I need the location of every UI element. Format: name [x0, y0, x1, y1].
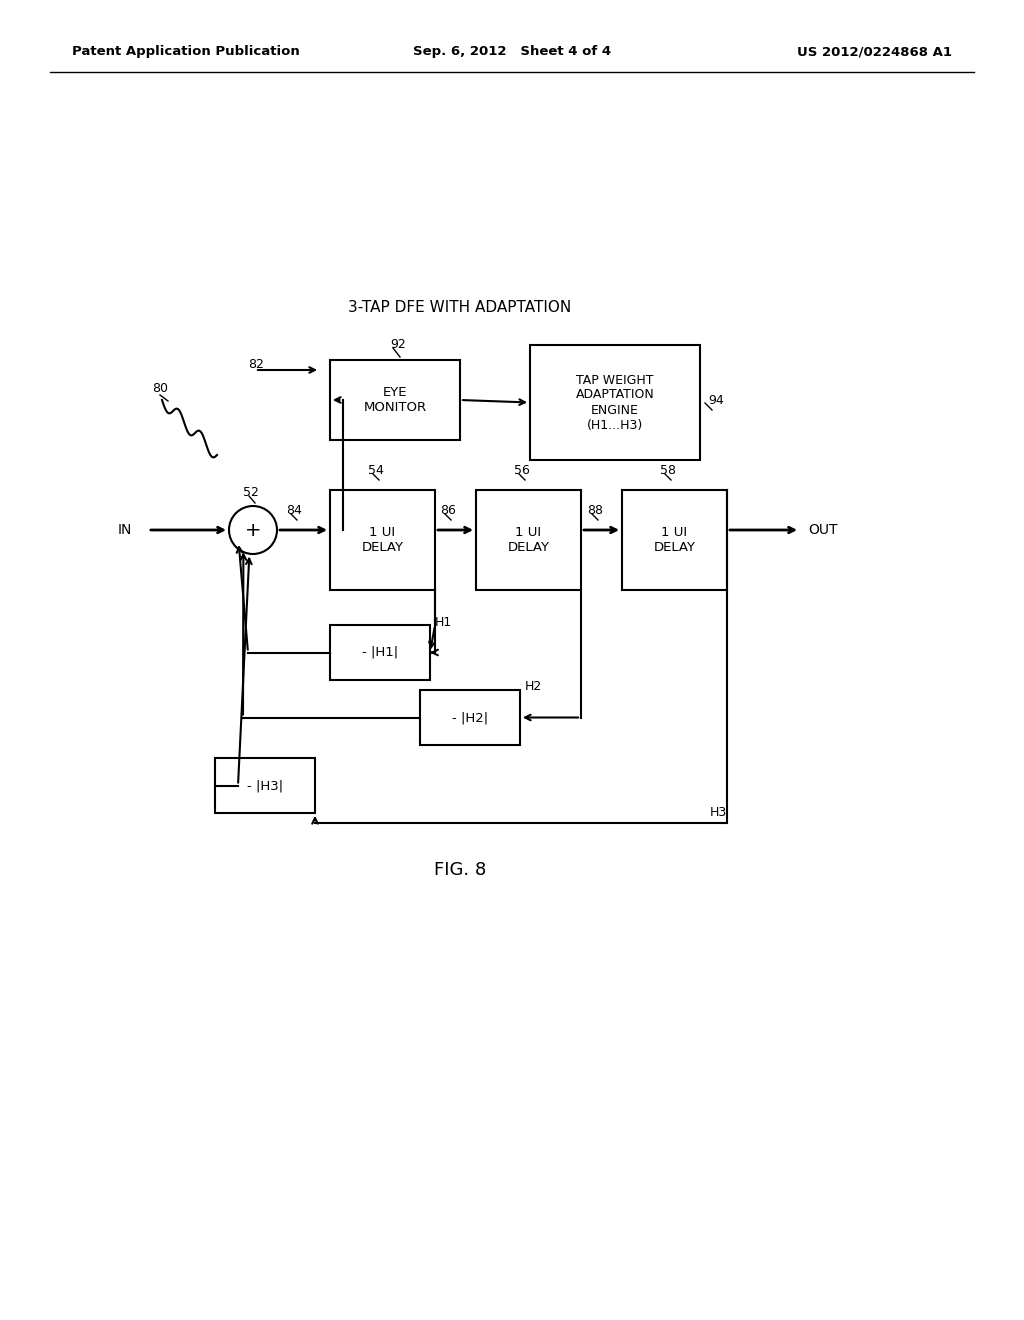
Bar: [420, 690, 520, 744]
Text: FIG. 8: FIG. 8: [434, 861, 486, 879]
Bar: [622, 490, 727, 590]
Bar: [330, 490, 435, 590]
Text: - |H2|: - |H2|: [452, 711, 488, 723]
Text: H2: H2: [525, 681, 543, 693]
Text: - |H1|: - |H1|: [361, 645, 398, 659]
Bar: [476, 490, 581, 590]
Text: Patent Application Publication: Patent Application Publication: [72, 45, 300, 58]
Text: +: +: [245, 520, 261, 540]
Text: 86: 86: [440, 503, 456, 516]
Text: 80: 80: [152, 381, 168, 395]
Text: H1: H1: [435, 615, 453, 628]
Text: Sep. 6, 2012   Sheet 4 of 4: Sep. 6, 2012 Sheet 4 of 4: [413, 45, 611, 58]
Bar: [330, 360, 460, 440]
Text: EYE
MONITOR: EYE MONITOR: [364, 385, 427, 414]
Text: 52: 52: [243, 486, 259, 499]
Text: 82: 82: [248, 359, 264, 371]
Text: H3: H3: [710, 807, 727, 820]
Text: 58: 58: [660, 463, 676, 477]
Text: 56: 56: [514, 463, 529, 477]
Text: 3-TAP DFE WITH ADAPTATION: 3-TAP DFE WITH ADAPTATION: [348, 301, 571, 315]
Text: 92: 92: [390, 338, 406, 351]
Bar: [530, 345, 700, 459]
Bar: [215, 758, 315, 813]
Text: 1 UI
DELAY: 1 UI DELAY: [508, 525, 550, 554]
Text: TAP WEIGHT
ADAPTATION
ENGINE
(H1...H3): TAP WEIGHT ADAPTATION ENGINE (H1...H3): [575, 374, 654, 432]
Text: OUT: OUT: [808, 523, 838, 537]
Text: 88: 88: [587, 503, 603, 516]
Text: 1 UI
DELAY: 1 UI DELAY: [361, 525, 403, 554]
Text: - |H3|: - |H3|: [247, 779, 283, 792]
Text: IN: IN: [118, 523, 132, 537]
Text: 94: 94: [708, 393, 724, 407]
Text: 84: 84: [286, 503, 302, 516]
Text: 1 UI
DELAY: 1 UI DELAY: [653, 525, 695, 554]
Circle shape: [229, 506, 278, 554]
Text: 54: 54: [368, 463, 384, 477]
Bar: [330, 624, 430, 680]
Text: US 2012/0224868 A1: US 2012/0224868 A1: [797, 45, 952, 58]
